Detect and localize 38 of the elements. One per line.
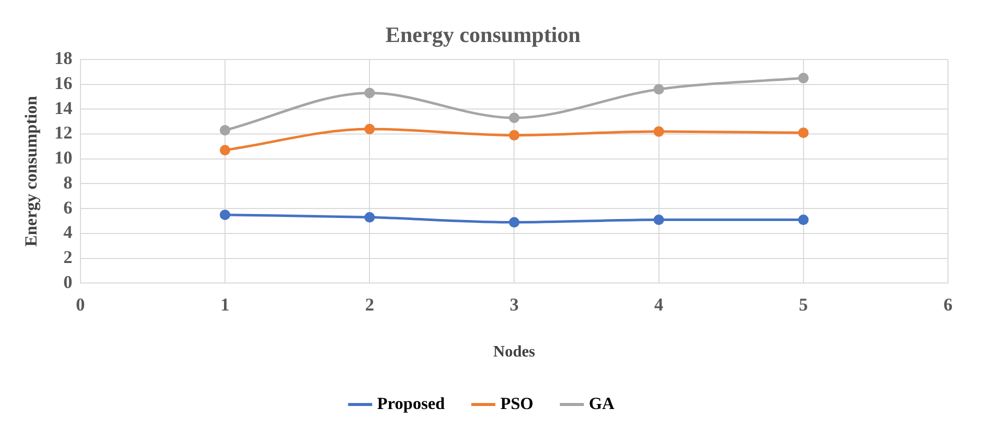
y-tick-label: 8 <box>63 172 72 192</box>
legend-label: PSO <box>500 394 534 413</box>
point <box>364 212 375 223</box>
y-axis-title: Energy consumption <box>22 95 41 247</box>
legend-label: Proposed <box>377 394 446 413</box>
y-tick-label: 12 <box>54 122 72 143</box>
point <box>798 72 809 84</box>
point <box>508 217 520 228</box>
chart-title: Energy consumption <box>386 22 580 47</box>
y-tick-label: 16 <box>54 72 72 93</box>
point <box>364 88 375 98</box>
x-tick-label: 3 <box>510 294 519 315</box>
y-tick-label: 10 <box>54 148 72 168</box>
x-tick-label: 1 <box>220 294 230 315</box>
x-tick-label: 2 <box>365 294 374 315</box>
legend-label: GA <box>588 394 616 413</box>
x-tick-label: 0 <box>76 294 85 315</box>
point <box>798 214 809 226</box>
point <box>364 124 375 134</box>
point <box>220 144 230 156</box>
point <box>220 210 230 220</box>
x-tick-label: 5 <box>798 294 808 315</box>
y-tick-label: 6 <box>63 197 72 218</box>
point <box>220 125 230 136</box>
point <box>798 128 809 138</box>
y-tick-label: 18 <box>54 48 72 68</box>
point <box>654 84 664 94</box>
y-tick-label: 4 <box>63 222 72 242</box>
point <box>654 126 664 137</box>
x-axis-title: Nodes <box>493 344 536 361</box>
point <box>508 112 520 124</box>
point <box>508 130 520 140</box>
x-tick-label: 4 <box>654 294 664 315</box>
y-tick-label: 2 <box>63 246 72 267</box>
y-tick-label: 14 <box>54 98 72 118</box>
x-tick-label: 6 <box>944 294 952 315</box>
point <box>654 214 664 226</box>
y-tick-label: 0 <box>63 272 72 292</box>
